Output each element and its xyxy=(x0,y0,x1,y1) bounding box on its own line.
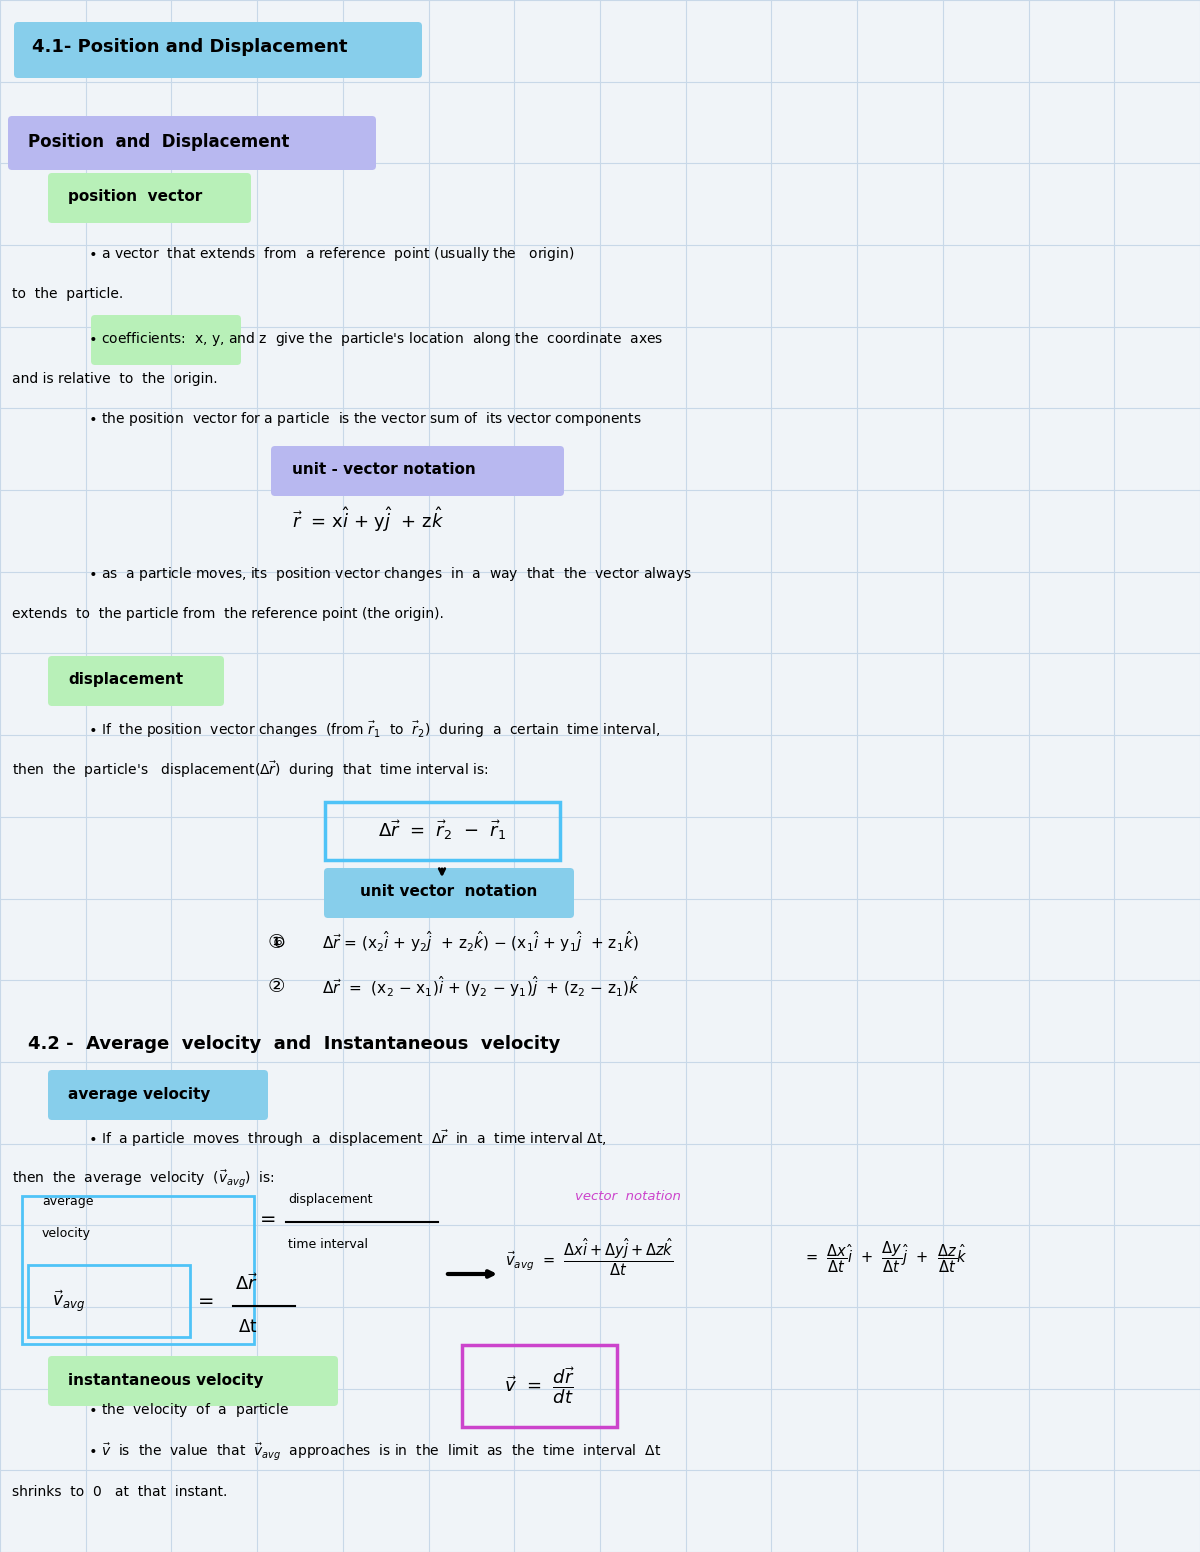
Text: then  the  average  velocity  ($\vec{v}_{avg}$)  is:: then the average velocity ($\vec{v}_{avg… xyxy=(12,1169,275,1189)
Text: $\bullet$ If  a particle  moves  through  a  displacement  $\Delta\vec{r}$  in  : $\bullet$ If a particle moves through a … xyxy=(88,1128,607,1150)
Text: displacement: displacement xyxy=(68,672,184,688)
FancyBboxPatch shape xyxy=(271,445,564,497)
FancyBboxPatch shape xyxy=(48,1356,338,1406)
Text: unit vector  notation: unit vector notation xyxy=(360,885,538,900)
Text: $\bullet$ the position  vector for a particle  is the vector sum of  its vector : $\bullet$ the position vector for a part… xyxy=(88,410,642,428)
Text: shrinks  to  0   at  that  instant.: shrinks to 0 at that instant. xyxy=(12,1485,227,1499)
Text: $\vec{r}$  = x$\hat{i}$ + y$\hat{j}$  + z$\hat{k}$: $\vec{r}$ = x$\hat{i}$ + y$\hat{j}$ + z$… xyxy=(292,506,444,534)
Text: $\bullet$ coefficients:  x, y, and z  give the  particle's location  along the  : $\bullet$ coefficients: x, y, and z give… xyxy=(88,331,664,348)
Text: 4.2 -  Average  velocity  and  Instantaneous  velocity: 4.2 - Average velocity and Instantaneous… xyxy=(28,1035,560,1052)
Text: ①: ① xyxy=(268,933,286,951)
Text: =  $\dfrac{\Delta x}{\Delta t}\hat{i}$  +  $\dfrac{\Delta y}{\Delta t}\hat{j}$  : = $\dfrac{\Delta x}{\Delta t}\hat{i}$ + … xyxy=(805,1238,968,1274)
FancyBboxPatch shape xyxy=(8,116,376,171)
Text: average: average xyxy=(42,1195,94,1209)
Text: then  the  particle's   displacement($\Delta\vec{r}$)  during  that  time interv: then the particle's displacement($\Delta… xyxy=(12,759,488,781)
Text: $\bullet$ $\vec{v}$  is  the  value  that  $\vec{v}_{avg}$  approaches  is in  t: $\bullet$ $\vec{v}$ is the value that $\… xyxy=(88,1442,661,1462)
Text: and is relative  to  the  origin.: and is relative to the origin. xyxy=(12,372,217,386)
FancyBboxPatch shape xyxy=(14,22,422,78)
Text: ②: ② xyxy=(268,978,286,996)
FancyBboxPatch shape xyxy=(324,868,574,917)
Text: extends  to  the particle from  the reference point (the origin).: extends to the particle from the referen… xyxy=(12,607,444,621)
Text: $\Delta\vec{r}$  =  (x$_2$ $-$ x$_1$)$\hat{i}$ + (y$_2$ $-$ y$_1$)$\hat{j}$  + (: $\Delta\vec{r}$ = (x$_2$ $-$ x$_1$)$\hat… xyxy=(322,975,640,999)
Text: $\bullet$ the  velocity  of  a  particle: $\bullet$ the velocity of a particle xyxy=(88,1401,289,1419)
Text: $\vec{v}$  =  $\dfrac{d\vec{r}}{dt}$: $\vec{v}$ = $\dfrac{d\vec{r}}{dt}$ xyxy=(504,1366,575,1406)
Text: =: = xyxy=(198,1291,215,1310)
FancyBboxPatch shape xyxy=(48,656,224,706)
FancyBboxPatch shape xyxy=(48,1069,268,1121)
Text: $\Delta\vec{r}$ = (x$_2\hat{i}$ + y$_2\hat{j}$  + z$_2\hat{k}$) $-$ (x$_1\hat{i}: $\Delta\vec{r}$ = (x$_2\hat{i}$ + y$_2\h… xyxy=(322,930,638,954)
Text: to  the  particle.: to the particle. xyxy=(12,287,124,301)
Text: $\bullet$ as  a particle moves, its  position vector changes  in  a  way  that  : $\bullet$ as a particle moves, its posit… xyxy=(88,565,692,584)
Text: average velocity: average velocity xyxy=(68,1086,210,1102)
Text: $\bullet$ a vector  that extends  from  a reference  point (usually the   origin: $\bullet$ a vector that extends from a r… xyxy=(88,245,575,262)
Text: unit - vector notation: unit - vector notation xyxy=(292,462,475,478)
Text: Position  and  Displacement: Position and Displacement xyxy=(28,133,289,151)
Text: $\bullet$ If  the position  vector changes  (from $\vec{r}_1$  to  $\vec{r}_2$) : $\bullet$ If the position vector changes… xyxy=(88,720,660,740)
Text: $\Delta\vec{r}$  =  $\vec{r}_2$  $-$  $\vec{r}_1$: $\Delta\vec{r}$ = $\vec{r}_2$ $-$ $\vec{… xyxy=(378,818,506,841)
Text: instantaneous velocity: instantaneous velocity xyxy=(68,1372,264,1387)
Text: $\vec{v}_{avg}$: $\vec{v}_{avg}$ xyxy=(52,1288,85,1315)
Text: position  vector: position vector xyxy=(68,189,203,205)
Text: $\circledcirc$: $\circledcirc$ xyxy=(272,934,286,950)
Text: $\vec{v}_{avg}$  =  $\dfrac{\Delta x\hat{i} + \Delta y\hat{j}  + \Delta z\hat{k}: $\vec{v}_{avg}$ = $\dfrac{\Delta x\hat{i… xyxy=(505,1237,674,1277)
Text: $\Delta\vec{r}$: $\Delta\vec{r}$ xyxy=(235,1274,258,1294)
Text: 4.1- Position and Displacement: 4.1- Position and Displacement xyxy=(32,37,348,56)
FancyBboxPatch shape xyxy=(91,315,241,365)
Text: vector  notation: vector notation xyxy=(575,1190,680,1203)
FancyBboxPatch shape xyxy=(48,172,251,223)
Text: velocity: velocity xyxy=(42,1228,91,1240)
Text: =: = xyxy=(260,1209,276,1229)
Text: time interval: time interval xyxy=(288,1237,368,1251)
Text: $\Delta$t: $\Delta$t xyxy=(238,1318,258,1336)
Text: displacement: displacement xyxy=(288,1193,372,1206)
